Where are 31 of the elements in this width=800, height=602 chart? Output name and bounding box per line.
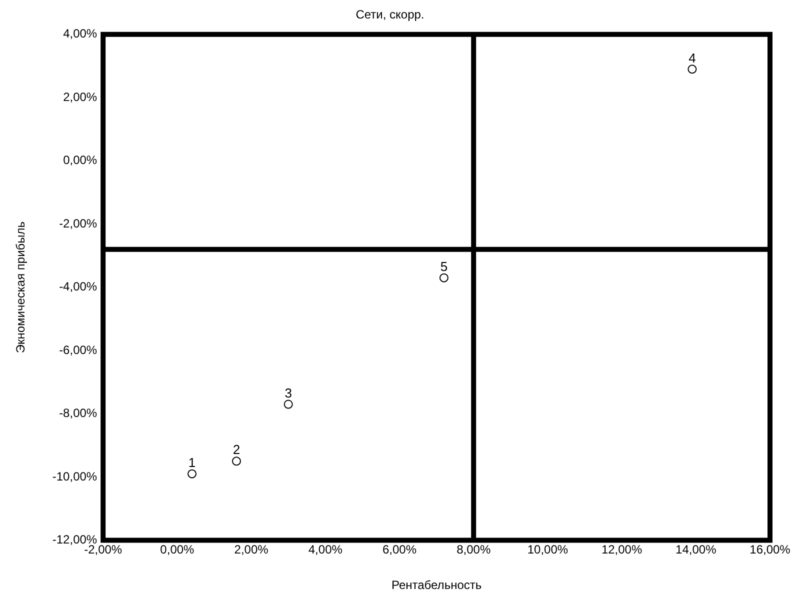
x-tick-label: -2,00%: [84, 542, 122, 557]
y-axis-title: Экномическая прибыль: [14, 221, 28, 354]
y-tick-label: 2,00%: [63, 90, 98, 104]
annotation: 4: [688, 50, 696, 66]
x-tick-label: 12,00%: [601, 542, 642, 557]
point: [439, 273, 448, 282]
point: [688, 64, 697, 74]
y-tick-label: -4,00%: [59, 280, 98, 294]
annotation: 5: [440, 258, 448, 274]
annotation: 2: [232, 442, 240, 458]
x-tick-label: 14,00%: [676, 542, 717, 557]
point: [232, 456, 241, 466]
x-tick-label: 4,00%: [308, 542, 343, 557]
y-tick-label: -8,00%: [59, 406, 98, 420]
chart-title: Сети, скорр.: [356, 8, 424, 22]
x-tick-label: 6,00%: [382, 542, 417, 557]
x-tick-label: 0,00%: [160, 542, 195, 557]
y-tick-label: -2,00%: [59, 216, 98, 230]
y-tick-label: 4,00%: [63, 26, 98, 41]
x-axis-title: Рентабельность: [391, 578, 482, 592]
y-tick-label: 0,00%: [63, 153, 98, 168]
x-tick-label: 8,00%: [456, 542, 491, 557]
annotation: 3: [284, 385, 292, 400]
y-tick-label: -6,00%: [59, 342, 98, 357]
x-tick-label: 10,00%: [527, 542, 568, 557]
annotation: 1: [188, 454, 196, 470]
y-tick-label: -10,00%: [52, 469, 98, 484]
point: [188, 469, 197, 478]
point: [284, 400, 293, 409]
x-tick-label: 2,00%: [234, 542, 269, 557]
x-tick-label: 16,00%: [750, 542, 791, 557]
